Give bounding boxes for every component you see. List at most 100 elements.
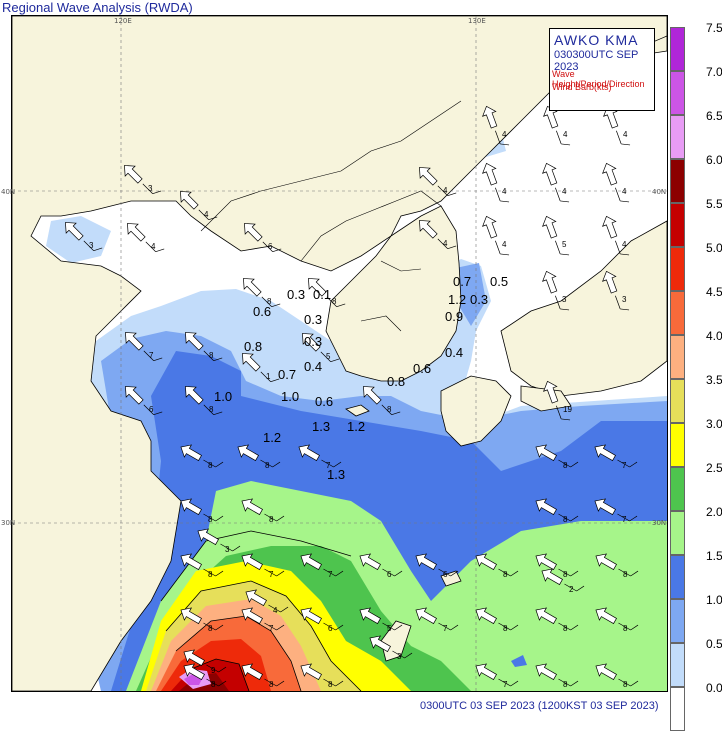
legend-swatch — [670, 423, 685, 467]
wave-direction-arrow — [475, 663, 519, 687]
legend-swatch — [670, 291, 685, 335]
wave-period-label: 8 — [623, 570, 628, 579]
wave-period-label: 7 — [328, 570, 333, 579]
wave-direction-arrow — [125, 386, 163, 416]
wave-period-label: 4 — [562, 187, 567, 196]
wave-direction-arrow — [542, 162, 570, 203]
lat-label-40n-right: 40N — [652, 188, 667, 196]
wave-period-label: 4 — [443, 239, 448, 248]
wave-height-label: 0.9 — [445, 309, 463, 324]
wave-period-label: 7 — [622, 515, 627, 524]
wave-direction-arrow — [300, 663, 344, 687]
wave-direction-arrow — [243, 278, 281, 308]
wave-period-label: 8 — [328, 680, 333, 689]
wave-direction-arrow — [245, 589, 289, 613]
land-okinawa — [440, 570, 462, 587]
legend-label: 2.5 — [706, 461, 722, 475]
wave-period-label: 8 — [332, 297, 337, 306]
wave-direction-arrow — [595, 663, 639, 687]
legend-swatch — [670, 247, 685, 291]
wave-period-label: 4 — [502, 240, 507, 249]
wave-period-label: 8 — [623, 680, 628, 689]
gridlines — [12, 16, 667, 691]
wave-period-label: 1 — [266, 372, 271, 381]
land-china-north — [12, 16, 667, 691]
legend-swatch — [670, 379, 685, 423]
wave-direction-arrow — [369, 635, 413, 659]
land — [12, 16, 667, 691]
wave-period-label: 8 — [211, 680, 216, 689]
wave-period-label: 4 — [502, 130, 507, 139]
wave-period-label: 6 — [149, 405, 154, 414]
blob-1-5-south — [511, 655, 527, 667]
wave-direction-arrow — [241, 663, 285, 687]
wave-period-label: 7 — [622, 461, 627, 470]
wave-direction-arrow — [535, 498, 579, 522]
wave-period-label: 8 — [563, 624, 568, 633]
wave-direction-arrow — [125, 332, 163, 362]
wave-period-label: 5 — [387, 624, 392, 633]
wave-period-label: 4 — [622, 240, 627, 249]
wave-period-label: 3 — [148, 184, 153, 193]
legend-swatch — [670, 687, 685, 731]
agency-label: AWKO KMA — [554, 32, 639, 48]
wave-direction-arrow — [542, 215, 570, 256]
wave-direction-arrow — [542, 270, 570, 311]
wave-period-label: 8 — [503, 624, 508, 633]
wave-direction-arrow — [185, 386, 223, 416]
legend-label: 5.5 — [706, 197, 722, 211]
wave-height-label: 0.3 — [470, 292, 488, 307]
wave-period-label: 8 — [208, 515, 213, 524]
wave-period-label: 4 — [502, 187, 507, 196]
wave-map: 0.6 0.8 0.3 0.1 0.3 0.3 0.4 0.7 1.0 1.0 0.6 1.3 1.2 1… — [11, 15, 668, 692]
land-shikoku — [520, 385, 572, 412]
wave-direction-arrow — [300, 607, 344, 631]
wave-direction-arrow — [415, 607, 459, 631]
wave-direction-arrow — [241, 553, 285, 577]
wave-direction-arrow — [241, 498, 285, 522]
wave-period-label: 4 — [563, 130, 568, 139]
land-jeju — [345, 404, 370, 417]
legend-label: 3.5 — [706, 373, 722, 387]
wave-period-label: 8 — [267, 297, 272, 306]
wave-direction-arrow — [363, 386, 401, 416]
wave-direction-arrow — [543, 380, 571, 421]
legend-label: 7.0 — [706, 65, 722, 79]
wave-period-label: 19 — [563, 405, 572, 414]
legend-swatch — [670, 599, 685, 643]
wave-direction-arrow — [180, 444, 224, 468]
wave-period-label: 7 — [269, 624, 274, 633]
wave-period-label: 3 — [225, 545, 230, 554]
wave-direction-arrow — [595, 553, 639, 577]
legend-label: 3.0 — [706, 417, 722, 431]
wave-height-label: 0.8 — [244, 339, 262, 354]
legend-swatch — [670, 115, 685, 159]
wave-map-svg: 0.6 0.8 0.3 0.1 0.3 0.3 0.4 0.7 1.0 1.0 0.6 1.3 1.2 1… — [12, 16, 667, 691]
wave-height-label: 0.7 — [278, 367, 296, 382]
wave-period-label: 6 — [268, 242, 273, 251]
wave-direction-arrow — [535, 607, 579, 631]
wave-period-label: 8 — [265, 461, 270, 470]
legend-label: 0.0 — [706, 681, 722, 695]
wave-direction-arrow — [419, 167, 457, 197]
land-japan-honshu — [500, 220, 667, 397]
wave-direction-arrow — [308, 278, 346, 308]
wave-direction-arrows — [65, 105, 639, 687]
wave-direction-arrow — [594, 498, 638, 522]
wave-period-label: 6 — [443, 570, 448, 579]
legend-line-2: Wind Barb(kts) — [552, 82, 612, 92]
wave-height-label: 1.3 — [327, 467, 345, 482]
footer-timestamp: 0300UTC 03 SEP 2023 (1200KST 03 SEP 2023… — [420, 700, 659, 712]
lat-label-40n-left: 40N — [1, 188, 16, 196]
wave-direction-arrow — [183, 649, 227, 673]
wave-period-label: 2 — [569, 585, 574, 594]
wave-direction-arrow — [359, 553, 403, 577]
legend-swatch — [670, 467, 685, 511]
wave-direction-arrow — [197, 528, 241, 552]
legend-line-1: Wave Height/Period/Direction — [552, 69, 645, 89]
legend-swatch — [670, 71, 685, 115]
wave-period-label: 8 — [208, 570, 213, 579]
legend-label: 1.0 — [706, 593, 722, 607]
datetime-label: 030300UTC SEP 2023 — [554, 49, 639, 73]
wave-height-label: 0.6 — [253, 304, 271, 319]
